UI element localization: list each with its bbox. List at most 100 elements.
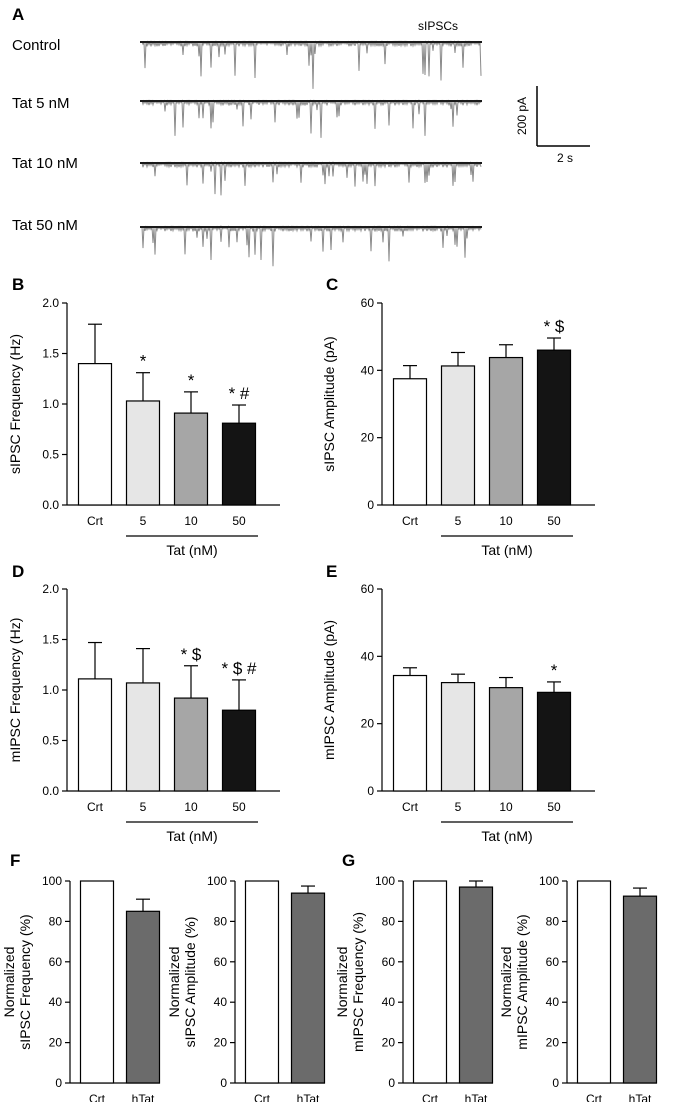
y-tick-label: 0 [552,1076,559,1090]
y-tick-label: 100 [207,874,227,888]
x-tick-label: 5 [140,514,147,528]
y-tick-label: 0 [367,498,374,512]
x-tick-label: 10 [184,800,198,814]
scale-bar: 200 pA 2 s [515,86,590,165]
x-tick-label: hTat [629,1092,652,1102]
bar-crt [392,674,428,792]
x-axis-label: Tat (nM) [481,828,532,844]
chart-f1: F 0 20 40 60 80 100 Normalized sIPSC Frequency (… [1,851,161,1102]
x-tick-label: Crt [87,800,104,814]
y-tick-label: 40 [382,995,396,1009]
x-tick-label: 5 [455,514,462,528]
y-tick-label: 20 [382,1036,396,1050]
bar-5 [440,365,476,506]
y-tick-label: 40 [361,363,375,377]
y-tick-label: 100 [539,874,559,888]
y-axis-label: sIPSC Frequency (%) [17,914,33,1049]
y-tick-label: 60 [361,296,375,310]
bar-htat [458,886,494,1084]
bar-5 [125,400,161,506]
row-label-control: Control [12,37,60,54]
chart-g2: 0 20 40 60 80 100 Normalized mIPSC Amplitude (%… [498,874,658,1102]
x-tick-label: Crt [402,514,419,528]
bar-10 [488,687,524,792]
trace-control [140,40,482,89]
bar-10 [488,356,524,506]
significance-label: * # [229,384,250,403]
bar-htat [622,895,658,1084]
bar-10 [173,412,209,506]
y-axis-label: sIPSC Amplitude (pA) [321,336,337,471]
y-tick-label: 0.5 [42,448,59,462]
bar-5 [440,681,476,792]
trace-tat-10-events [140,161,482,196]
x-axis-label: Tat (nM) [481,542,532,558]
y-axis-label: Normalized [498,947,514,1018]
y-tick-label: 80 [49,914,63,928]
y-tick-label: 20 [361,717,375,731]
y-axis-label: sIPSC Frequency (Hz) [7,334,23,474]
x-tick-label: Crt [422,1092,439,1102]
y-tick-label: 0.0 [42,784,59,798]
y-tick-label: 40 [546,995,560,1009]
y-tick-label: 100 [42,874,62,888]
x-axis-label: Tat (nM) [166,828,217,844]
y-tick-label: 2.0 [42,296,59,310]
bar-crt [77,363,113,506]
chart-f2: 0 20 40 60 80 100 Normalized sIPSC Amplitude (%… [166,874,326,1102]
panel-letter-d: D [12,562,24,581]
y-axis-label: mIPSC Frequency (Hz) [7,618,23,763]
trace-tat-50 [140,225,482,267]
x-tick-label: 50 [232,514,246,528]
bar-crt [244,880,280,1084]
significance-label: * [188,371,195,390]
y-tick-label: 1.5 [42,347,59,361]
row-label-tat-10: Tat 10 nM [12,155,78,172]
y-tick-label: 80 [382,914,396,928]
trace-tat-5-events [140,99,482,138]
x-tick-label: 10 [499,800,513,814]
significance-label: * $ # [222,659,258,678]
y-tick-label: 80 [214,914,228,928]
trace-control-events [140,40,482,89]
x-tick-label: Crt [89,1092,106,1102]
x-tick-label: 5 [455,800,462,814]
y-tick-label: 0 [367,784,374,798]
bar-50 [536,349,572,506]
bar-htat [290,892,326,1084]
x-tick-label: hTat [132,1092,155,1102]
bar-charts: B 0.0 0.5 1.0 1.5 2.0 sIPSC Frequency (Hz) Crt *… [1,275,658,1102]
y-axis-label: mIPSC Frequency (%) [350,912,366,1052]
panel-letter-f1: F [10,851,20,870]
y-tick-label: 20 [214,1036,228,1050]
row-label-tat-50: Tat 50 nM [12,217,78,234]
x-tick-label: Crt [87,514,104,528]
bar-crt [412,880,448,1084]
y-axis-label: Normalized [166,947,182,1018]
bar-10 [173,697,209,792]
bar-50 [536,691,572,792]
x-tick-label: Crt [402,800,419,814]
y-tick-label: 2.0 [42,582,59,596]
x-tick-label: 50 [547,514,561,528]
significance-label: * $ [544,317,565,336]
chart-d: D 0.0 0.5 1.0 1.5 2.0 mIPSC Frequency (Hz) Crt 5… [7,562,280,844]
trace-tat-5 [140,99,482,138]
x-tick-label: Crt [586,1092,603,1102]
x-tick-label: Crt [254,1092,271,1102]
y-tick-label: 1.0 [42,683,59,697]
y-tick-label: 40 [214,995,228,1009]
y-tick-label: 20 [361,431,375,445]
row-label-tat-5: Tat 5 nM [12,95,70,112]
x-tick-label: 10 [499,514,513,528]
y-tick-label: 20 [49,1036,63,1050]
y-tick-label: 60 [361,582,375,596]
bar-50 [221,422,257,506]
y-axis-label: mIPSC Amplitude (pA) [321,620,337,760]
chart-e: E 0 20 40 60 mIPSC Amplitude (pA) Crt 5 10 * 50 Tat… [321,562,595,844]
scale-bar-y-label: 200 pA [515,97,529,135]
panel-a: A Control Tat 5 nM Tat 10 nM Tat 50 nM s… [12,5,590,267]
y-tick-label: 60 [214,955,228,969]
x-tick-label: hTat [297,1092,320,1102]
